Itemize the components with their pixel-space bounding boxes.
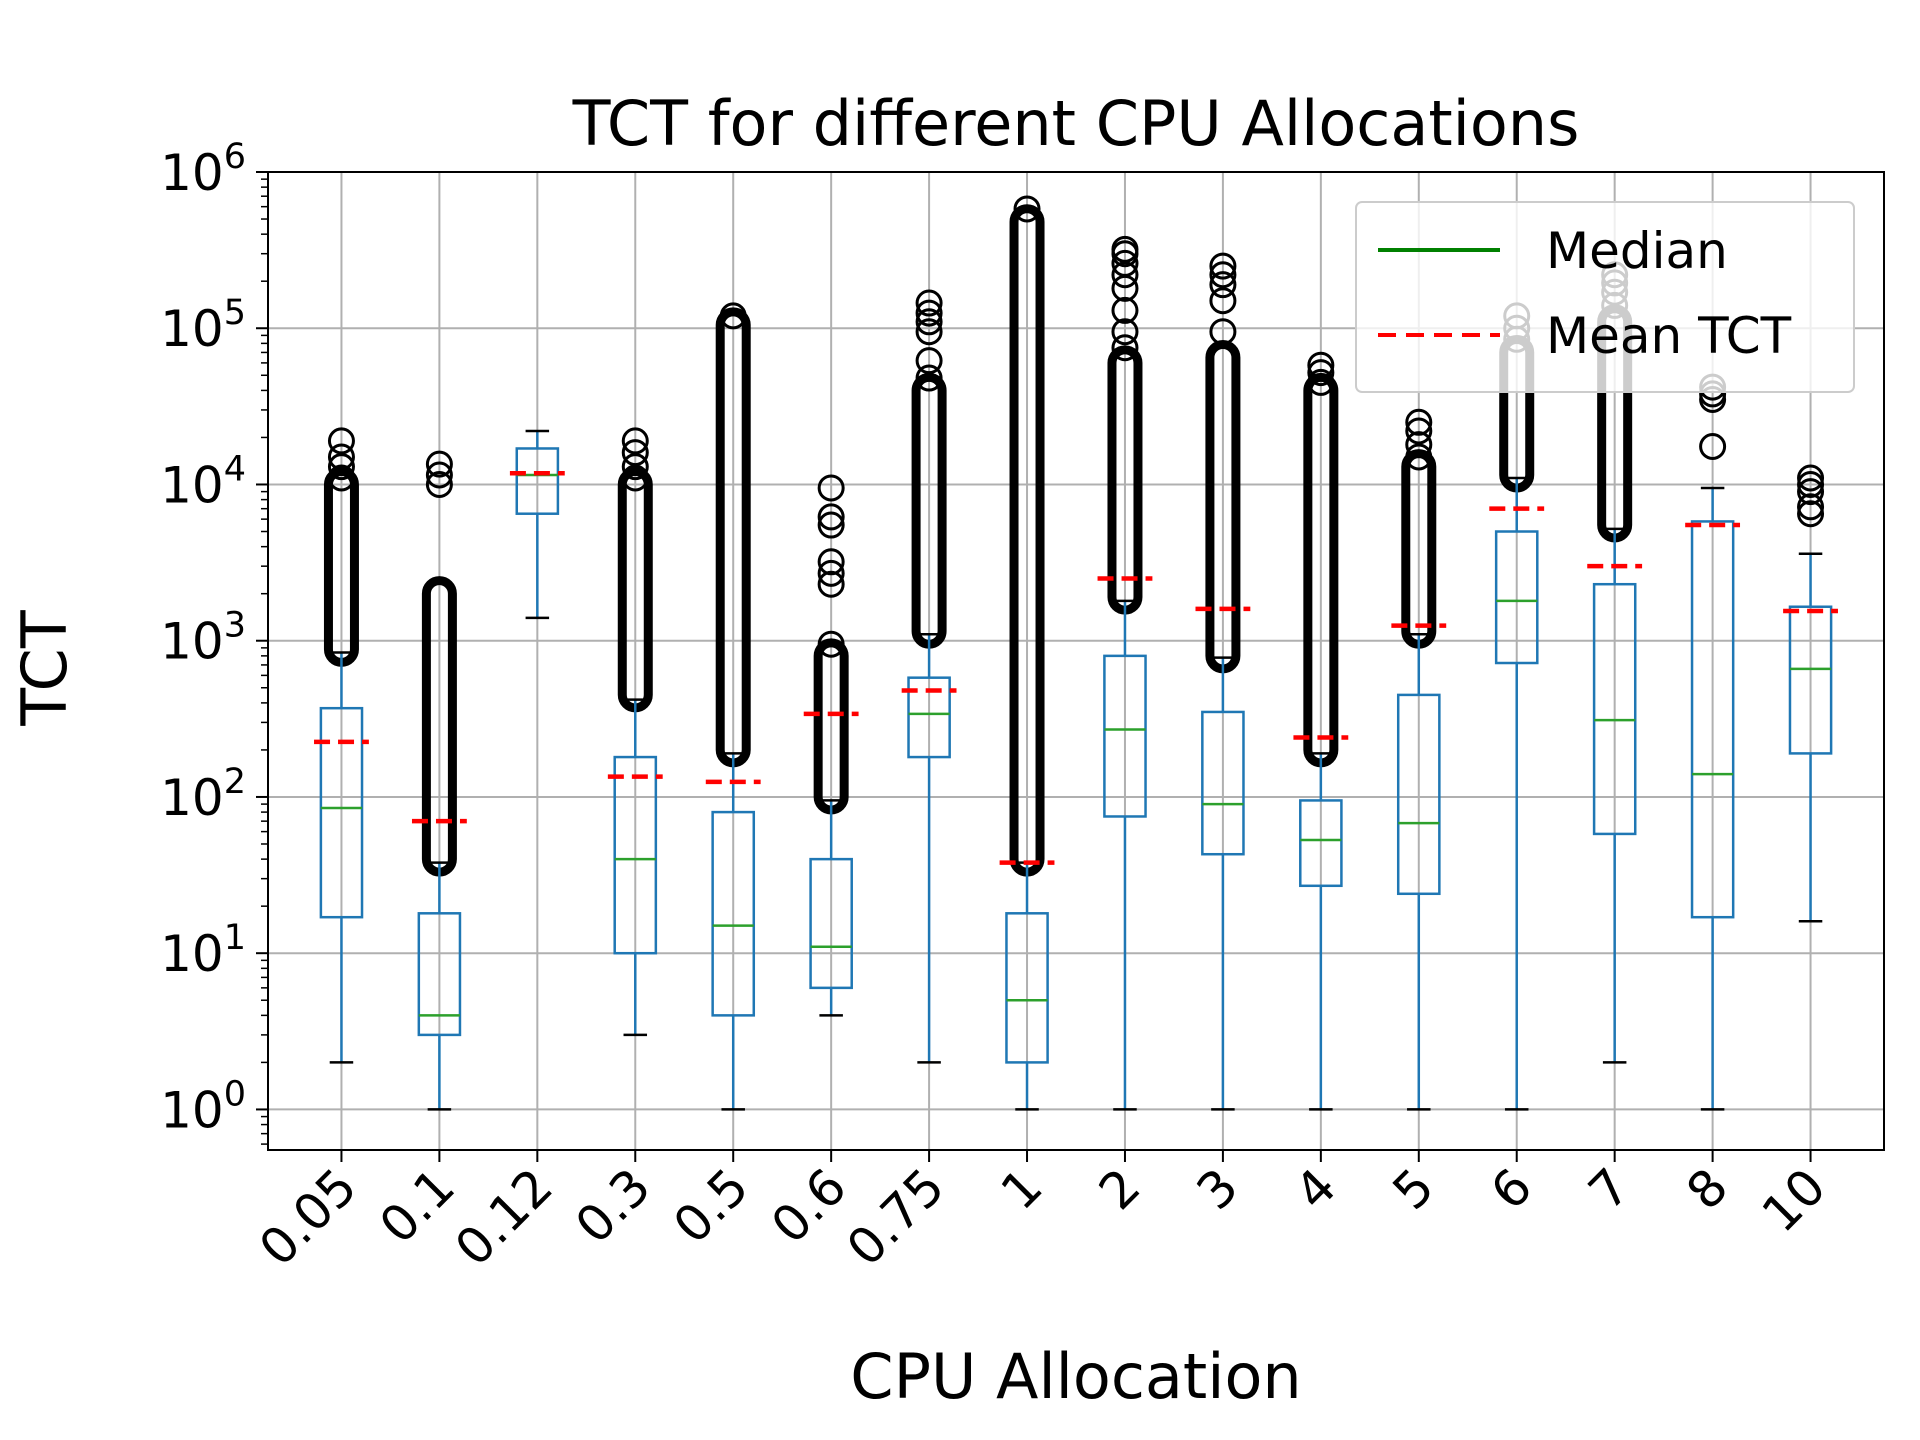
- flier-point: [1797, 493, 1825, 521]
- flier-point: [915, 289, 943, 317]
- flier-point: [817, 570, 845, 598]
- legend-median-label: Median: [1546, 222, 1728, 280]
- box-iqr: [907, 676, 951, 759]
- box-group: [1293, 351, 1349, 1111]
- box-group: [1783, 464, 1838, 923]
- box-iqr: [1788, 605, 1833, 755]
- flier-point: [1209, 318, 1237, 346]
- flier-point: [327, 453, 355, 481]
- flier-point: [915, 299, 943, 327]
- box-iqr: [515, 447, 560, 515]
- box-group: [314, 427, 369, 1064]
- flier-point: [1111, 235, 1139, 263]
- flier-point: [327, 464, 355, 492]
- flier-point: [1111, 334, 1139, 362]
- flier-point: [1797, 478, 1825, 506]
- y-tick-label: 101: [160, 918, 246, 983]
- flier-point: [621, 439, 649, 467]
- box-group: [509, 429, 565, 620]
- flier-point: [1797, 464, 1825, 492]
- box-iqr: [613, 755, 658, 955]
- flier-point: [817, 548, 845, 576]
- flier-point: [817, 474, 845, 502]
- box-group: [803, 474, 859, 1017]
- x-axis-label: CPU Allocation: [850, 1340, 1301, 1413]
- legend-mean-label: Mean TCT: [1546, 307, 1792, 365]
- flier-point: [1111, 318, 1139, 346]
- flier-point: [817, 559, 845, 587]
- flier-point: [327, 427, 355, 455]
- box-group: [1195, 252, 1251, 1111]
- box-iqr: [1005, 912, 1049, 1064]
- flier-point: [817, 630, 845, 658]
- flier-point: [915, 347, 943, 375]
- box-group: [705, 302, 761, 1111]
- flier-point: [621, 427, 649, 455]
- box-iqr: [1592, 582, 1637, 836]
- flier-point: [1405, 417, 1433, 445]
- box-iqr: [1494, 530, 1539, 665]
- flier-point: [1209, 271, 1237, 299]
- flier-point: [1699, 433, 1727, 461]
- y-tick-label: 103: [160, 606, 246, 671]
- box-group: [411, 450, 467, 1111]
- y-axis-label: TCT: [8, 609, 81, 727]
- flier-point: [1405, 443, 1433, 471]
- box-iqr: [1103, 654, 1147, 818]
- y-tick-label: 102: [160, 762, 246, 827]
- flier-point: [1797, 500, 1825, 528]
- plot-frame: [267, 171, 1885, 1151]
- flier-point: [1209, 252, 1237, 280]
- flier-point: [817, 511, 845, 539]
- flier-point: [1111, 296, 1139, 324]
- flier-point: [1307, 368, 1335, 396]
- legend: Median Mean TCT: [1355, 201, 1855, 393]
- flier-point: [1111, 249, 1139, 277]
- box-iqr: [1201, 710, 1245, 856]
- data-series: [314, 195, 1838, 1111]
- flier-point: [1307, 359, 1335, 387]
- flier-point: [1405, 408, 1433, 436]
- flier-point: [1797, 470, 1825, 498]
- box-iqr: [1396, 693, 1441, 896]
- flier-point: [1209, 261, 1237, 289]
- flier-point: [621, 453, 649, 481]
- flier-point: [1405, 431, 1433, 459]
- flier-point: [327, 443, 355, 471]
- y-tick-label: 104: [160, 449, 246, 514]
- box-group: [1391, 408, 1447, 1111]
- box-iqr: [1299, 799, 1343, 888]
- flier-point: [915, 308, 943, 336]
- flier-point: [425, 450, 453, 478]
- y-tick-label: 105: [160, 293, 246, 358]
- box-iqr: [809, 857, 853, 990]
- box-group: [999, 195, 1055, 1111]
- flier-point: [817, 503, 845, 531]
- chart-title: TCT for different CPU Allocations: [572, 87, 1580, 160]
- flier-point: [1209, 287, 1237, 315]
- box-group: [901, 289, 957, 1064]
- flier-point: [915, 364, 943, 392]
- flier-point: [719, 302, 747, 330]
- box-iqr: [1690, 520, 1735, 919]
- flier-point: [915, 318, 943, 346]
- box-iqr: [319, 706, 364, 919]
- y-tick-label: 100: [160, 1074, 246, 1139]
- y-tick-label: 106: [160, 137, 246, 202]
- flier-point: [425, 470, 453, 498]
- flier-point: [1307, 351, 1335, 379]
- flier-point: [425, 461, 453, 489]
- box-group: [1097, 235, 1153, 1111]
- box-iqr: [711, 810, 756, 1017]
- box-iqr: [417, 912, 462, 1037]
- flier-point: [1013, 195, 1041, 223]
- box-group: [607, 427, 663, 1037]
